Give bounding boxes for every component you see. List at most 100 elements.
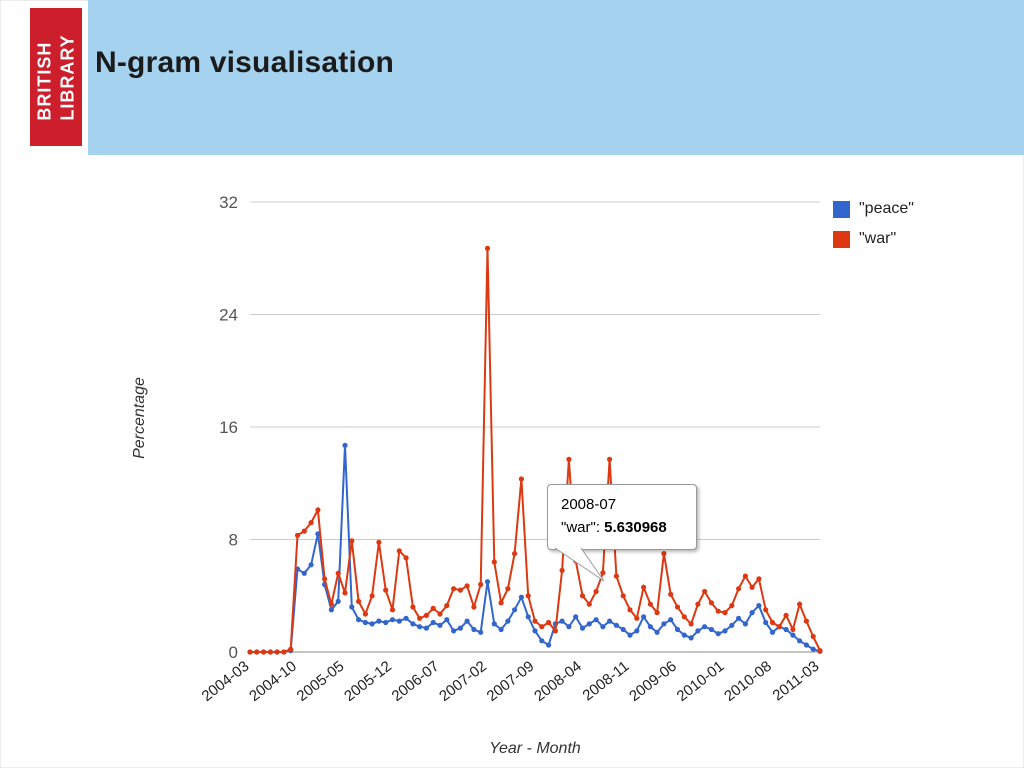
data-point-peace[interactable] <box>586 621 592 627</box>
data-point-peace[interactable] <box>708 626 715 633</box>
data-point-war[interactable] <box>532 618 538 624</box>
data-point-war[interactable] <box>641 584 647 590</box>
data-point-war[interactable] <box>505 586 511 592</box>
data-point-war[interactable] <box>362 611 368 617</box>
data-point-war[interactable] <box>756 576 762 582</box>
data-point-war[interactable] <box>328 601 334 607</box>
data-point-war[interactable] <box>600 570 606 576</box>
data-point-peace[interactable] <box>457 625 463 631</box>
data-point-war[interactable] <box>715 608 721 614</box>
data-point-war[interactable] <box>661 551 667 557</box>
data-point-war[interactable] <box>396 548 402 554</box>
data-point-peace[interactable] <box>444 617 450 623</box>
data-point-peace[interactable] <box>756 603 762 609</box>
data-point-peace[interactable] <box>342 442 348 448</box>
data-point-war[interactable] <box>552 628 559 634</box>
data-point-peace[interactable] <box>674 626 681 633</box>
data-point-peace[interactable] <box>634 628 640 634</box>
data-point-peace[interactable] <box>797 638 803 644</box>
data-point-peace[interactable] <box>668 617 674 623</box>
data-point-peace[interactable] <box>383 619 389 626</box>
data-point-peace[interactable] <box>702 624 708 630</box>
data-point-peace[interactable] <box>810 646 816 652</box>
data-point-war[interactable] <box>511 551 518 557</box>
data-point-war[interactable] <box>288 646 294 652</box>
data-point-peace[interactable] <box>396 618 402 624</box>
data-point-war[interactable] <box>695 601 701 607</box>
data-point-war[interactable] <box>769 619 776 626</box>
data-point-war[interactable] <box>410 604 416 610</box>
data-point-peace[interactable] <box>627 632 633 638</box>
data-point-war[interactable] <box>579 593 586 599</box>
data-point-war[interactable] <box>613 573 620 579</box>
data-point-peace[interactable] <box>573 614 579 620</box>
data-point-war[interactable] <box>647 601 654 607</box>
data-point-war[interactable] <box>559 567 565 574</box>
data-point-war[interactable] <box>797 601 803 607</box>
data-point-war[interactable] <box>349 538 355 544</box>
data-point-peace[interactable] <box>464 618 470 624</box>
data-point-peace[interactable] <box>715 631 721 637</box>
data-point-war[interactable] <box>274 649 280 655</box>
data-point-peace[interactable] <box>505 618 511 624</box>
data-point-war[interactable] <box>484 245 491 251</box>
data-point-peace[interactable] <box>356 617 362 623</box>
data-point-peace[interactable] <box>593 617 599 623</box>
data-point-peace[interactable] <box>389 617 396 623</box>
data-point-peace[interactable] <box>525 614 531 620</box>
data-point-peace[interactable] <box>362 619 368 626</box>
data-point-peace[interactable] <box>437 622 443 628</box>
data-point-peace[interactable] <box>478 629 484 635</box>
data-point-war[interactable] <box>708 600 715 606</box>
data-point-war[interactable] <box>668 591 674 597</box>
data-point-war[interactable] <box>383 587 389 593</box>
data-point-peace[interactable] <box>403 615 409 621</box>
data-point-peace[interactable] <box>471 626 477 633</box>
data-point-war[interactable] <box>294 532 301 538</box>
data-point-peace[interactable] <box>749 610 755 616</box>
data-point-war[interactable] <box>729 603 735 609</box>
data-point-war[interactable] <box>742 573 749 579</box>
data-point-war[interactable] <box>790 626 796 633</box>
data-point-peace[interactable] <box>688 635 694 641</box>
data-point-peace[interactable] <box>335 598 341 605</box>
data-point-war[interactable] <box>403 555 409 561</box>
data-point-war[interactable] <box>254 649 260 655</box>
data-point-war[interactable] <box>593 588 599 595</box>
data-point-war[interactable] <box>607 456 613 462</box>
data-point-war[interactable] <box>437 611 443 617</box>
data-point-war[interactable] <box>525 593 531 599</box>
data-point-peace[interactable] <box>430 619 436 626</box>
data-point-war[interactable] <box>654 610 660 616</box>
data-point-war[interactable] <box>702 588 708 595</box>
data-point-peace[interactable] <box>769 629 776 635</box>
data-point-peace[interactable] <box>620 626 626 633</box>
data-point-war[interactable] <box>457 587 463 593</box>
data-point-peace[interactable] <box>742 621 749 627</box>
data-point-war[interactable] <box>736 586 742 592</box>
data-point-war[interactable] <box>674 604 681 610</box>
data-point-war[interactable] <box>783 612 789 619</box>
data-point-war[interactable] <box>451 586 457 592</box>
data-point-war[interactable] <box>763 607 769 613</box>
data-point-war[interactable] <box>546 619 552 626</box>
data-point-war[interactable] <box>342 590 348 596</box>
data-point-war[interactable] <box>586 601 592 607</box>
data-point-peace[interactable] <box>518 594 525 600</box>
data-point-peace[interactable] <box>498 626 504 633</box>
data-point-peace[interactable] <box>308 562 314 568</box>
data-point-war[interactable] <box>491 559 497 565</box>
data-point-war[interactable] <box>267 649 273 655</box>
data-point-peace[interactable] <box>681 632 687 638</box>
data-point-peace[interactable] <box>607 618 613 624</box>
data-point-peace[interactable] <box>647 624 654 630</box>
data-point-war[interactable] <box>478 581 484 588</box>
data-point-war[interactable] <box>688 621 694 627</box>
data-point-war[interactable] <box>430 605 436 612</box>
data-point-peace[interactable] <box>600 624 606 630</box>
data-point-war[interactable] <box>281 649 287 655</box>
data-point-war[interactable] <box>444 603 450 609</box>
data-point-peace[interactable] <box>532 628 538 634</box>
data-point-war[interactable] <box>539 624 545 630</box>
